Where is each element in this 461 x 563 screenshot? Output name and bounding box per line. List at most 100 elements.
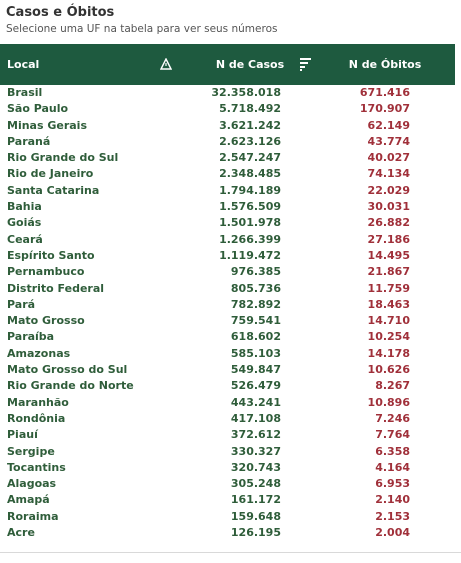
cell-obitos: 14.495 xyxy=(367,248,410,262)
cell-local: Roraima xyxy=(7,509,59,523)
table-row[interactable]: Paraná 2.623.126 43.774 xyxy=(0,134,455,150)
cell-local: Maranhão xyxy=(7,395,69,409)
cell-local: Santa Catarina xyxy=(7,183,100,197)
filter-lines-icon[interactable] xyxy=(300,57,312,71)
table-row[interactable]: Santa Catarina 1.794.189 22.029 xyxy=(0,183,455,199)
column-header-local[interactable]: Local xyxy=(7,58,40,71)
table-row[interactable]: Amapá 161.172 2.140 xyxy=(0,492,455,508)
cell-local: Brasil xyxy=(7,86,43,99)
cell-obitos: 7.764 xyxy=(375,428,410,442)
cell-local: Acre xyxy=(7,526,35,540)
cell-local: Piauí xyxy=(7,428,38,442)
cell-obitos: 18.463 xyxy=(367,297,410,311)
sort-triangle-icon[interactable] xyxy=(160,58,172,70)
table-row[interactable]: Rio Grande do Norte 526.479 8.267 xyxy=(0,378,455,394)
cell-casos: 549.847 xyxy=(230,363,281,377)
table-row[interactable]: Rio Grande do Sul 2.547.247 40.027 xyxy=(0,150,455,166)
cell-obitos: 7.246 xyxy=(375,411,410,425)
table-row[interactable]: Minas Gerais 3.621.242 62.149 xyxy=(0,118,455,134)
table-row[interactable]: Amazonas 585.103 14.178 xyxy=(0,346,455,362)
table-row[interactable]: Paraíba 618.602 10.254 xyxy=(0,329,455,345)
table-row[interactable]: Acre 126.195 2.004 xyxy=(0,525,455,541)
cell-obitos: 170.907 xyxy=(359,102,410,116)
cell-obitos: 30.031 xyxy=(367,200,410,214)
table-row[interactable]: Tocantins 320.743 4.164 xyxy=(0,460,455,476)
cell-casos: 305.248 xyxy=(230,477,281,491)
cell-local: Bahia xyxy=(7,200,42,214)
cell-casos: 1.119.472 xyxy=(219,248,281,262)
cell-casos: 3.621.242 xyxy=(219,118,281,132)
cell-local: Tocantins xyxy=(7,460,66,474)
table-row[interactable]: Alagoas 305.248 6.953 xyxy=(0,476,455,492)
table-row[interactable]: Maranhão 443.241 10.896 xyxy=(0,395,455,411)
cell-casos: 443.241 xyxy=(230,395,281,409)
cell-obitos: 40.027 xyxy=(367,151,410,165)
cell-obitos: 4.164 xyxy=(375,460,410,474)
cell-casos: 2.623.126 xyxy=(219,134,281,148)
page-header: Casos e Óbitos Selecione uma UF na tabel… xyxy=(6,3,277,36)
cell-casos: 526.479 xyxy=(230,379,281,393)
cell-obitos: 11.759 xyxy=(367,281,410,295)
table-row[interactable]: Brasil 32.358.018 671.416 xyxy=(0,85,455,101)
cell-casos: 417.108 xyxy=(230,411,281,425)
cell-casos: 1.576.509 xyxy=(219,200,281,214)
cell-casos: 161.172 xyxy=(230,493,281,507)
cell-local: Distrito Federal xyxy=(7,281,105,295)
cell-obitos: 10.626 xyxy=(367,363,410,377)
cell-casos: 32.358.018 xyxy=(211,86,281,99)
cell-casos: 782.892 xyxy=(230,297,281,311)
cell-local: Mato Grosso xyxy=(7,314,85,328)
cell-local: Sergipe xyxy=(7,444,55,458)
cell-casos: 330.327 xyxy=(230,444,281,458)
page-title: Casos e Óbitos xyxy=(6,5,115,20)
cell-casos: 320.743 xyxy=(230,460,281,474)
column-header-obitos[interactable]: N de Óbitos xyxy=(348,58,422,71)
column-header-casos[interactable]: N de Casos xyxy=(215,58,285,71)
cell-local: Paraná xyxy=(7,134,51,148)
cell-obitos: 10.896 xyxy=(367,395,410,409)
cell-casos: 805.736 xyxy=(230,281,281,295)
page-subtitle: Selecione uma UF na tabela para ver seus… xyxy=(6,23,278,35)
cell-casos: 976.385 xyxy=(230,265,281,279)
cell-casos: 2.547.247 xyxy=(219,151,281,165)
table-row[interactable]: Pará 782.892 18.463 xyxy=(0,297,455,313)
divider xyxy=(0,552,461,553)
table-row[interactable]: Rondônia 417.108 7.246 xyxy=(0,411,455,427)
table-row[interactable]: Mato Grosso do Sul 549.847 10.626 xyxy=(0,362,455,378)
cell-local: Rio Grande do Sul xyxy=(7,151,119,165)
cell-local: Paraíba xyxy=(7,330,55,344)
table-row[interactable]: Rio de Janeiro 2.348.485 74.134 xyxy=(0,166,455,182)
cell-local: Pará xyxy=(7,297,36,311)
cell-local: Mato Grosso do Sul xyxy=(7,363,128,377)
cell-obitos: 27.186 xyxy=(367,232,410,246)
cell-local: Rondônia xyxy=(7,411,66,425)
cell-local: Minas Gerais xyxy=(7,118,88,132)
cell-local: Ceará xyxy=(7,232,43,246)
table-row[interactable]: Bahia 1.576.509 30.031 xyxy=(0,199,455,215)
vertical-scrollbar[interactable] xyxy=(455,44,461,549)
cell-obitos: 14.710 xyxy=(367,314,410,328)
cell-local: Rio de Janeiro xyxy=(7,167,94,181)
table-row[interactable]: Ceará 1.266.399 27.186 xyxy=(0,232,455,248)
cell-obitos: 14.178 xyxy=(367,346,410,360)
cell-casos: 5.718.492 xyxy=(219,102,281,116)
table-row[interactable]: Sergipe 330.327 6.358 xyxy=(0,444,455,460)
table-row[interactable]: Piauí 372.612 7.764 xyxy=(0,427,455,443)
table-row[interactable]: Espírito Santo 1.119.472 14.495 xyxy=(0,248,455,264)
cell-obitos: 10.254 xyxy=(367,330,410,344)
cell-obitos: 2.140 xyxy=(375,493,410,507)
table-body: Brasil 32.358.018 671.416 São Paulo 5.718.49… xyxy=(0,85,455,541)
cell-obitos: 22.029 xyxy=(367,183,410,197)
cell-obitos: 2.153 xyxy=(375,509,410,523)
table-row[interactable]: Pernambuco 976.385 21.867 xyxy=(0,264,455,280)
cell-obitos: 6.358 xyxy=(375,444,410,458)
table-row[interactable]: São Paulo 5.718.492 170.907 xyxy=(0,101,455,117)
cell-obitos: 2.004 xyxy=(375,526,410,540)
cell-obitos: 62.149 xyxy=(367,118,410,132)
cell-casos: 1.266.399 xyxy=(219,232,281,246)
table-row[interactable]: Roraima 159.648 2.153 xyxy=(0,509,455,525)
table-row[interactable]: Mato Grosso 759.541 14.710 xyxy=(0,313,455,329)
table-row[interactable]: Goiás 1.501.978 26.882 xyxy=(0,215,455,231)
table-row[interactable]: Distrito Federal 805.736 11.759 xyxy=(0,281,455,297)
cell-casos: 372.612 xyxy=(230,428,281,442)
